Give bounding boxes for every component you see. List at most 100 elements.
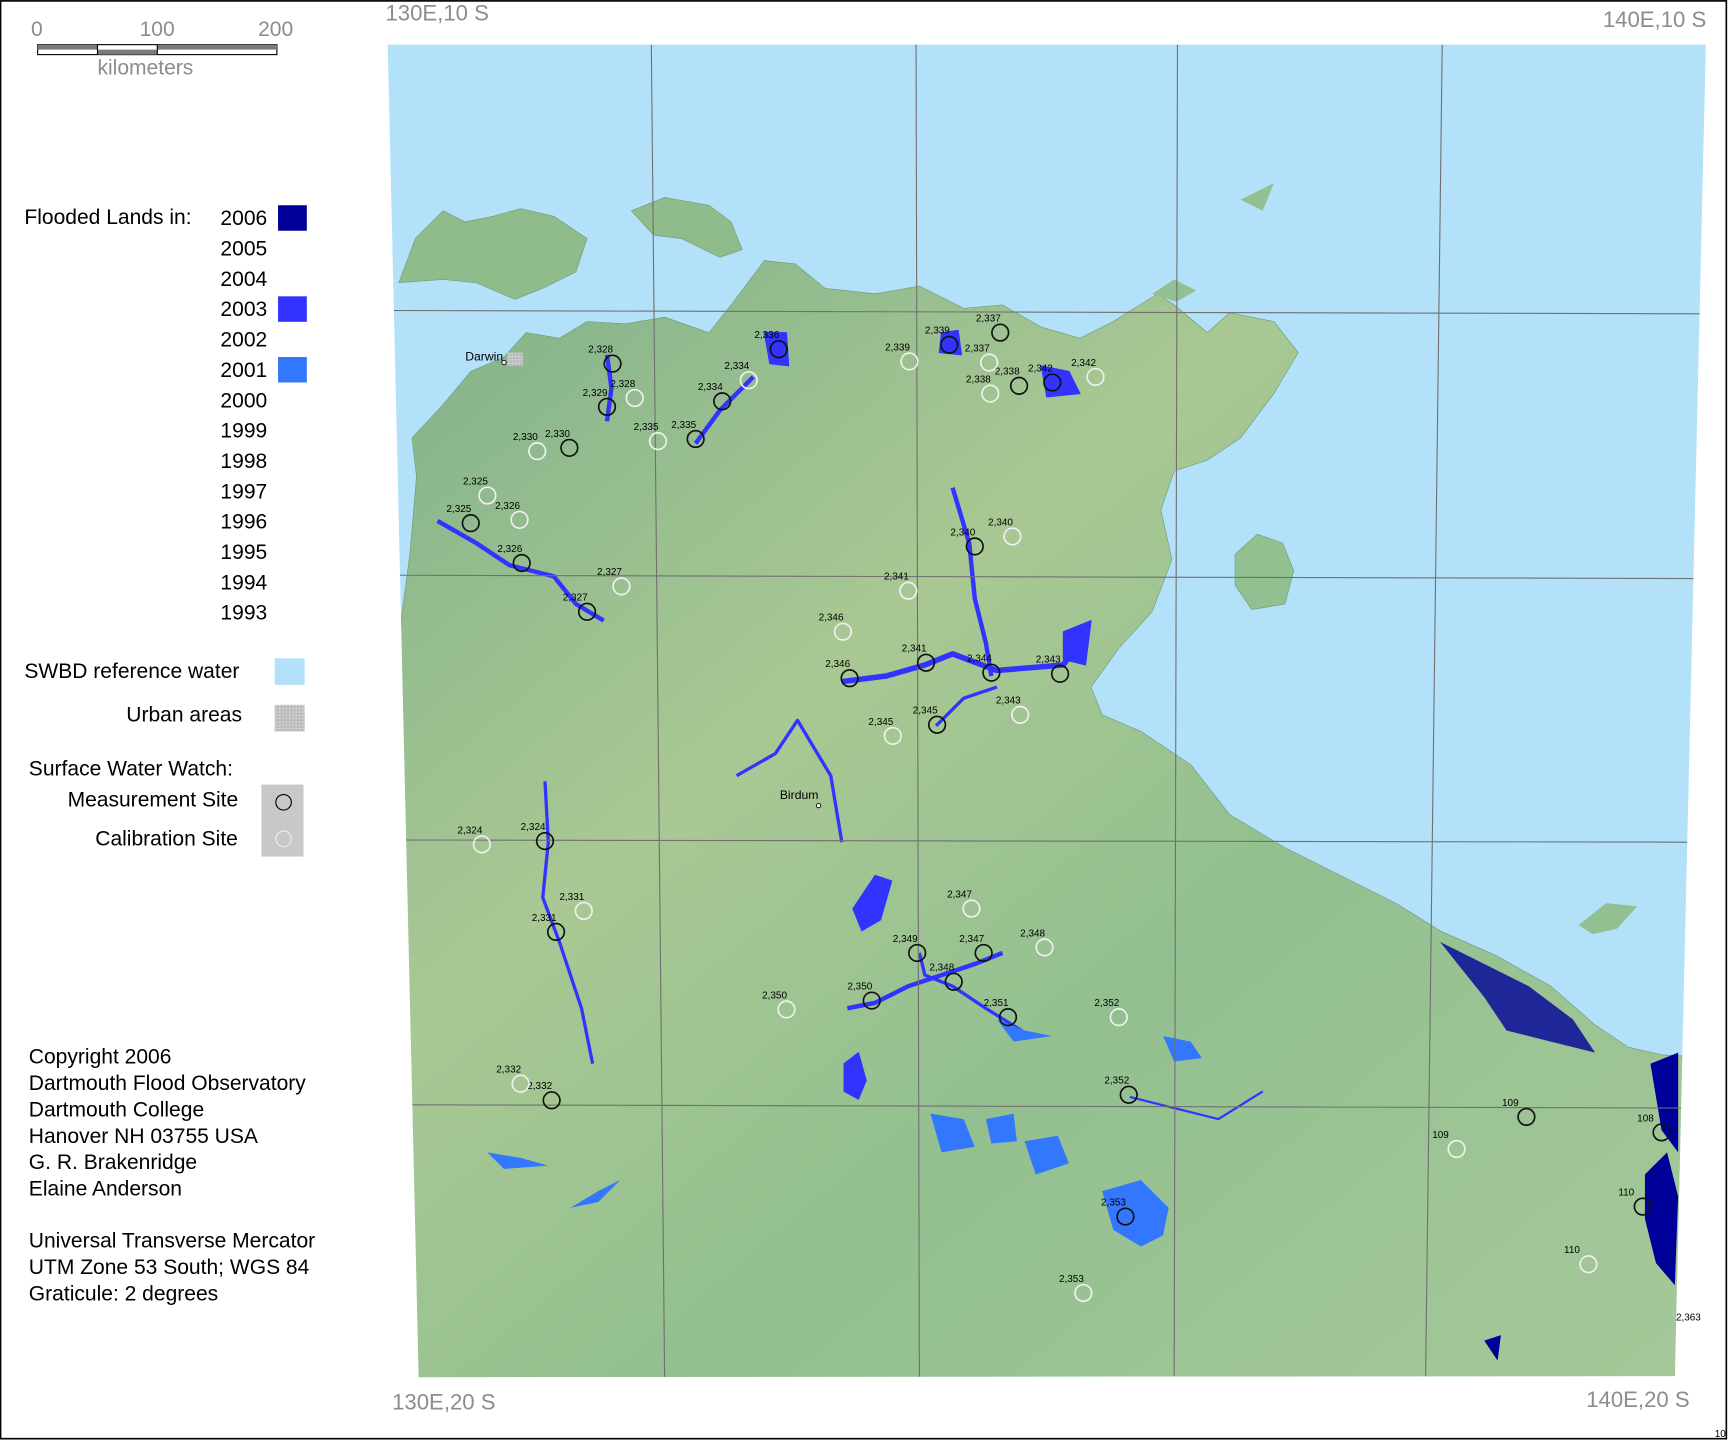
measurement-site-icon[interactable] — [1050, 664, 1070, 683]
calibration-site[interactable]: 2,343 — [996, 696, 1030, 724]
measurement-site[interactable]: 2,329 — [583, 388, 617, 416]
calibration-site[interactable]: 2,339 — [885, 342, 919, 371]
measurement-site[interactable]: 2,330 — [545, 429, 579, 457]
measurement-site-icon[interactable] — [1119, 1085, 1138, 1104]
calibration-site-icon[interactable] — [739, 371, 758, 390]
measurement-site[interactable]: 2,346 — [825, 659, 859, 688]
measurement-site[interactable]: 2,345 — [913, 706, 947, 734]
calibration-site[interactable]: 2,335 — [634, 422, 668, 451]
measurement-site[interactable]: 2,351 — [984, 998, 1018, 1027]
calibration-site-icon[interactable] — [1074, 1283, 1093, 1303]
measurement-site[interactable]: 2,344 — [967, 654, 1001, 682]
measurement-site[interactable]: 2,334 — [698, 382, 732, 411]
calibration-site[interactable]: 2,330 — [513, 432, 547, 461]
measurement-site[interactable]: 2,341 — [902, 644, 936, 672]
measurement-site[interactable]: 2,327 — [563, 593, 597, 621]
measurement-site-icon[interactable] — [862, 991, 881, 1010]
measurement-site-icon[interactable] — [560, 438, 579, 457]
measurement-site-icon[interactable] — [713, 392, 732, 411]
calibration-site-icon[interactable] — [883, 726, 902, 745]
measurement-site-icon[interactable] — [1517, 1107, 1536, 1127]
calibration-site-icon[interactable] — [833, 622, 853, 641]
measurement-site-icon[interactable] — [597, 397, 617, 416]
measurement-site-icon[interactable] — [1043, 373, 1062, 392]
measurement-site-icon[interactable] — [769, 340, 788, 359]
calibration-site[interactable]: 2,341 — [884, 572, 918, 600]
measurement-site-icon[interactable] — [512, 553, 531, 573]
measurement-site[interactable]: 110 — [1618, 1188, 1652, 1216]
calibration-site-icon[interactable] — [900, 352, 919, 371]
calibration-site[interactable]: 2,353 — [1059, 1274, 1093, 1303]
measurement-site-icon[interactable] — [998, 1008, 1018, 1027]
calibration-site-icon[interactable] — [1086, 367, 1105, 387]
measurement-site-icon[interactable] — [974, 943, 993, 963]
measurement-site[interactable]: 2,335 — [671, 420, 705, 449]
calibration-site-icon[interactable] — [510, 510, 529, 529]
calibration-site[interactable]: 2,346 — [819, 613, 853, 641]
calibration-site[interactable]: 2,324 — [457, 825, 491, 854]
measurement-site[interactable]: 2,332 — [527, 1081, 561, 1110]
measurement-site-icon[interactable] — [1009, 376, 1029, 395]
calibration-site[interactable]: 2,348 — [1020, 928, 1054, 957]
calibration-site-icon[interactable] — [478, 486, 497, 505]
calibration-site-icon[interactable] — [472, 835, 491, 854]
measurement-site-icon[interactable] — [927, 715, 947, 734]
measurement-site[interactable]: 2,352 — [1104, 1076, 1138, 1104]
calibration-site-icon[interactable] — [648, 432, 668, 451]
calibration-site-icon[interactable] — [511, 1074, 530, 1093]
calibration-site[interactable]: 2,326 — [495, 501, 529, 529]
measurement-site-icon[interactable] — [686, 429, 705, 449]
calibration-site-icon[interactable] — [1003, 527, 1022, 546]
measurement-site-icon[interactable] — [991, 323, 1010, 342]
measurement-site-icon[interactable] — [1116, 1207, 1135, 1226]
calibration-site[interactable]: 2,347 — [947, 890, 981, 918]
measurement-site-icon[interactable] — [965, 537, 984, 556]
calibration-site-icon[interactable] — [777, 1000, 796, 1019]
calibration-site-icon[interactable] — [980, 353, 999, 372]
measurement-site-icon[interactable] — [461, 514, 480, 533]
calibration-site-icon[interactable] — [1447, 1139, 1466, 1159]
calibration-site[interactable]: 2,345 — [868, 717, 902, 745]
calibration-site[interactable]: 2,331 — [559, 892, 593, 920]
calibration-site[interactable]: 2,325 — [463, 476, 497, 505]
measurement-site-icon[interactable] — [840, 669, 859, 688]
calibration-site-icon[interactable] — [574, 901, 593, 920]
measurement-site[interactable]: 2,324 — [521, 822, 555, 851]
measurement-site[interactable]: 2,350 — [847, 982, 881, 1010]
measurement-site-icon[interactable] — [982, 663, 1001, 682]
calibration-site-icon[interactable] — [612, 577, 631, 596]
measurement-site-icon[interactable] — [1633, 1197, 1652, 1216]
measurement-site-icon[interactable] — [1652, 1123, 1671, 1142]
measurement-site[interactable]: 2,353 — [1101, 1198, 1135, 1226]
calibration-site[interactable]: 2,340 — [988, 517, 1022, 546]
calibration-site-icon[interactable] — [1011, 705, 1030, 724]
measurement-site-icon[interactable] — [535, 831, 555, 851]
calibration-site-icon[interactable] — [962, 899, 981, 918]
calibration-site-icon[interactable] — [1035, 938, 1054, 957]
calibration-site[interactable]: 2,352 — [1094, 998, 1128, 1027]
measurement-site-icon[interactable] — [603, 354, 622, 373]
measurement-site[interactable]: 2,349 — [893, 934, 927, 963]
measurement-site-icon[interactable] — [542, 1091, 561, 1110]
calibration-site-icon[interactable] — [528, 442, 547, 461]
measurement-site[interactable]: 2,339 — [925, 326, 959, 354]
calibration-site[interactable]: 2,350 — [762, 990, 796, 1019]
calibration-site[interactable]: 2,342 — [1071, 358, 1105, 387]
measurement-site-icon[interactable] — [908, 943, 927, 963]
calibration-site-icon[interactable] — [1579, 1255, 1598, 1274]
measurement-site[interactable]: 2,326 — [497, 544, 531, 573]
measurement-site[interactable]: 109 — [1502, 1098, 1536, 1127]
measurement-site-icon[interactable] — [546, 922, 566, 942]
measurement-site[interactable]: 2,348 — [929, 963, 963, 991]
calibration-site-icon[interactable] — [1109, 1008, 1128, 1027]
measurement-site-icon[interactable] — [916, 653, 936, 672]
measurement-site[interactable]: 2,347 — [959, 934, 993, 963]
measurement-site-icon[interactable] — [577, 602, 597, 621]
calibration-site[interactable]: 109 — [1432, 1130, 1466, 1159]
measurement-site[interactable]: 2,340 — [950, 527, 984, 556]
calibration-site[interactable]: 110 — [1564, 1245, 1598, 1274]
calibration-site-icon[interactable] — [899, 581, 918, 600]
measurement-site[interactable]: 2,343 — [1036, 655, 1070, 683]
measurement-site[interactable]: 2,331 — [532, 913, 566, 942]
measurement-site[interactable]: 2,342 — [1028, 363, 1062, 392]
